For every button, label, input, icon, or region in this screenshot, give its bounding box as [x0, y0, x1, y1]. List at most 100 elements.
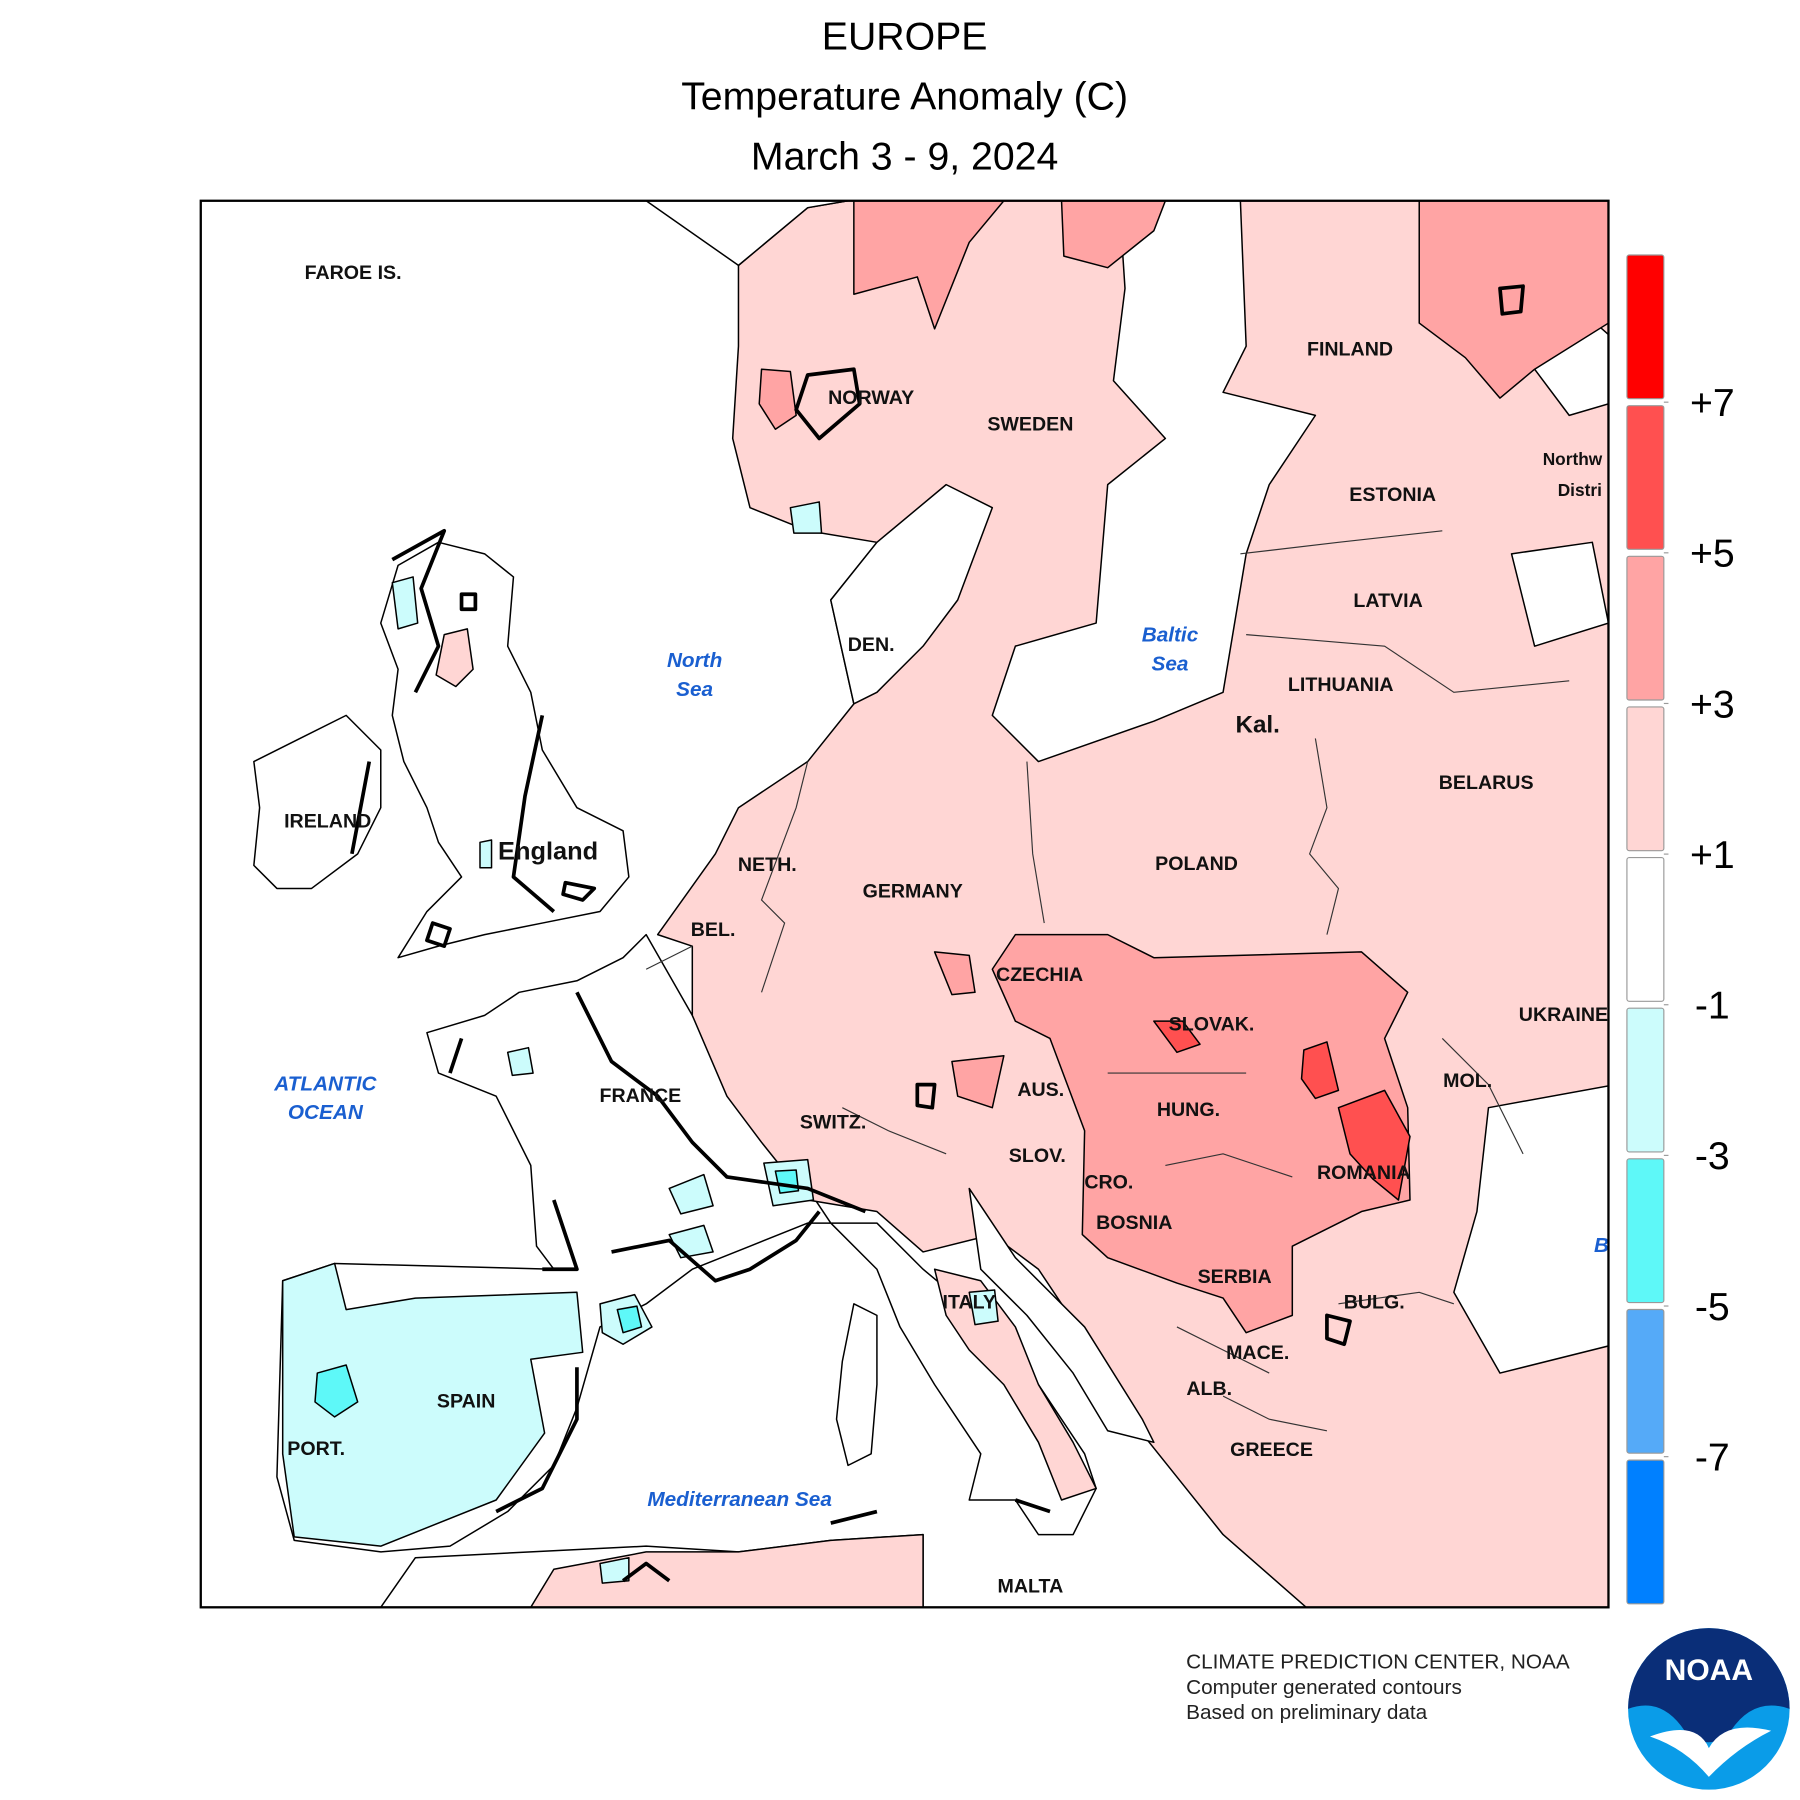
map-label: IRELAND [284, 810, 371, 832]
map-label: LATVIA [1353, 590, 1422, 612]
map-label: PORT. [287, 1438, 345, 1460]
logo-bird [1650, 1727, 1772, 1777]
map-label: SERBIA [1198, 1266, 1272, 1288]
anomaly-area [1060, 200, 1167, 269]
land-corsica-sardinia [835, 1303, 878, 1467]
map-label: UKRAINE [1519, 1004, 1608, 1026]
map-label: SPAIN [437, 1391, 495, 1413]
noaa-logo: NOAA [1628, 1628, 1790, 1790]
sea-label: Sea [676, 678, 713, 701]
anomaly-area [1418, 200, 1609, 399]
logo-top [1628, 1628, 1790, 1743]
contour-line [350, 528, 1051, 1583]
legend-tick-label: -7 [1695, 1436, 1730, 1480]
credit: Based on preliminary data [1186, 1701, 1428, 1724]
map-label: NORWAY [828, 387, 914, 409]
credit: CLIMATE PREDICTION CENTER, NOAA [1186, 1650, 1570, 1673]
legend: +7 +5 +3 +1 -1 -3 -5 -7 [1626, 254, 1735, 1605]
map-label: BEL. [691, 919, 736, 941]
legend-tick-label: +5 [1690, 532, 1735, 576]
map-label: NETH. [738, 854, 797, 876]
adriatic-sea [968, 1187, 1155, 1444]
map-label: ROMANIA [1317, 1162, 1411, 1184]
map-label: POLAND [1155, 853, 1238, 875]
map-label: DEN. [848, 634, 895, 656]
anomaly-area [530, 1533, 924, 1608]
map-label: Northw [1543, 449, 1603, 469]
map-label: Distri [1558, 480, 1602, 500]
map-label: ALB. [1186, 1378, 1232, 1400]
map-label: Kal. [1235, 712, 1279, 739]
map-label: FRANCE [600, 1085, 682, 1107]
subtitle: Temperature Anomaly (C) [681, 75, 1128, 119]
map-label: SWEDEN [987, 413, 1073, 435]
map-label: GREECE [1230, 1439, 1313, 1461]
sea-label: OCEAN [288, 1101, 364, 1124]
legend-tick-label: +3 [1690, 682, 1735, 726]
legend-swatch [1626, 254, 1665, 400]
black-sea [1453, 1085, 1609, 1374]
legend-tick-label: -1 [1695, 984, 1730, 1028]
legend-swatch [1626, 706, 1665, 852]
date: March 3 - 9, 2024 [751, 135, 1058, 179]
map-label: BULG. [1344, 1291, 1405, 1313]
map-label: SWITZ. [800, 1111, 866, 1133]
map-label: England [498, 838, 598, 866]
north-sea [645, 200, 994, 705]
sea-label: North [667, 649, 722, 672]
legend-swatch [1626, 1308, 1665, 1454]
map-label: HUNG. [1157, 1099, 1220, 1121]
map-label: BOSNIA [1096, 1212, 1172, 1234]
legend-swatch [1626, 1007, 1665, 1153]
legend-swatch [1626, 1459, 1665, 1605]
sea-label: Baltic [1142, 624, 1199, 647]
map-label: MALTA [998, 1575, 1064, 1597]
map-label: CZECHIA [996, 964, 1083, 986]
map-label: AUS. [1017, 1079, 1064, 1101]
anomaly-area [758, 368, 1005, 1109]
legend-tick-label: -5 [1695, 1285, 1730, 1329]
map-label: MACE. [1226, 1342, 1289, 1364]
legend-swatch [1626, 555, 1665, 701]
legend-swatch [1626, 856, 1665, 1002]
contour-line [425, 284, 1525, 1347]
anomaly-area [391, 501, 999, 1584]
map-label: FAROE IS. [305, 262, 402, 284]
anomaly-area [991, 933, 1411, 1334]
title: EUROPE [822, 15, 988, 59]
map-label: ITALY [943, 1291, 996, 1313]
anomaly-area [435, 628, 474, 688]
legend-swatch [1626, 1158, 1665, 1304]
map-label: SLOVAK. [1169, 1013, 1255, 1035]
sea-label: B [1594, 1234, 1609, 1257]
sea-labels: North Sea Baltic Sea ATLANTIC OCEAN Medi… [273, 624, 1609, 1511]
map-label: LITHUANIA [1288, 674, 1394, 696]
map-label: GERMANY [863, 881, 963, 903]
legend-tick-label: +7 [1690, 381, 1735, 425]
legend-tick-label: -3 [1695, 1134, 1730, 1178]
baltic-sea [991, 200, 1317, 763]
country-border [645, 530, 1570, 1432]
legend-tick-label: +1 [1690, 833, 1735, 877]
map-label: BELARUS [1439, 772, 1534, 794]
map-label: MOL. [1443, 1070, 1492, 1092]
legend-swatch [1626, 405, 1665, 550]
sea-label: ATLANTIC [273, 1072, 377, 1095]
sea-label: Sea [1152, 652, 1189, 675]
anomaly-area [281, 1262, 584, 1547]
anomaly-area [853, 200, 1005, 330]
credit: Computer generated contours [1186, 1676, 1462, 1699]
map-label: FINLAND [1307, 338, 1393, 360]
land-ireland [253, 714, 382, 890]
logo-text: NOAA [1665, 1654, 1753, 1687]
map-label: ESTONIA [1349, 484, 1436, 506]
map-label: CRO. [1084, 1171, 1133, 1193]
map: FAROE IS. NORWAY SWEDEN FINLAND ESTONIA … [200, 200, 1609, 1608]
anomaly-area [933, 1268, 1097, 1501]
map-frame [199, 199, 1610, 1609]
anomaly-area [1153, 1020, 1411, 1201]
sea-label: Mediterranean Sea [647, 1488, 832, 1511]
map-label: SLOV. [1009, 1145, 1066, 1167]
